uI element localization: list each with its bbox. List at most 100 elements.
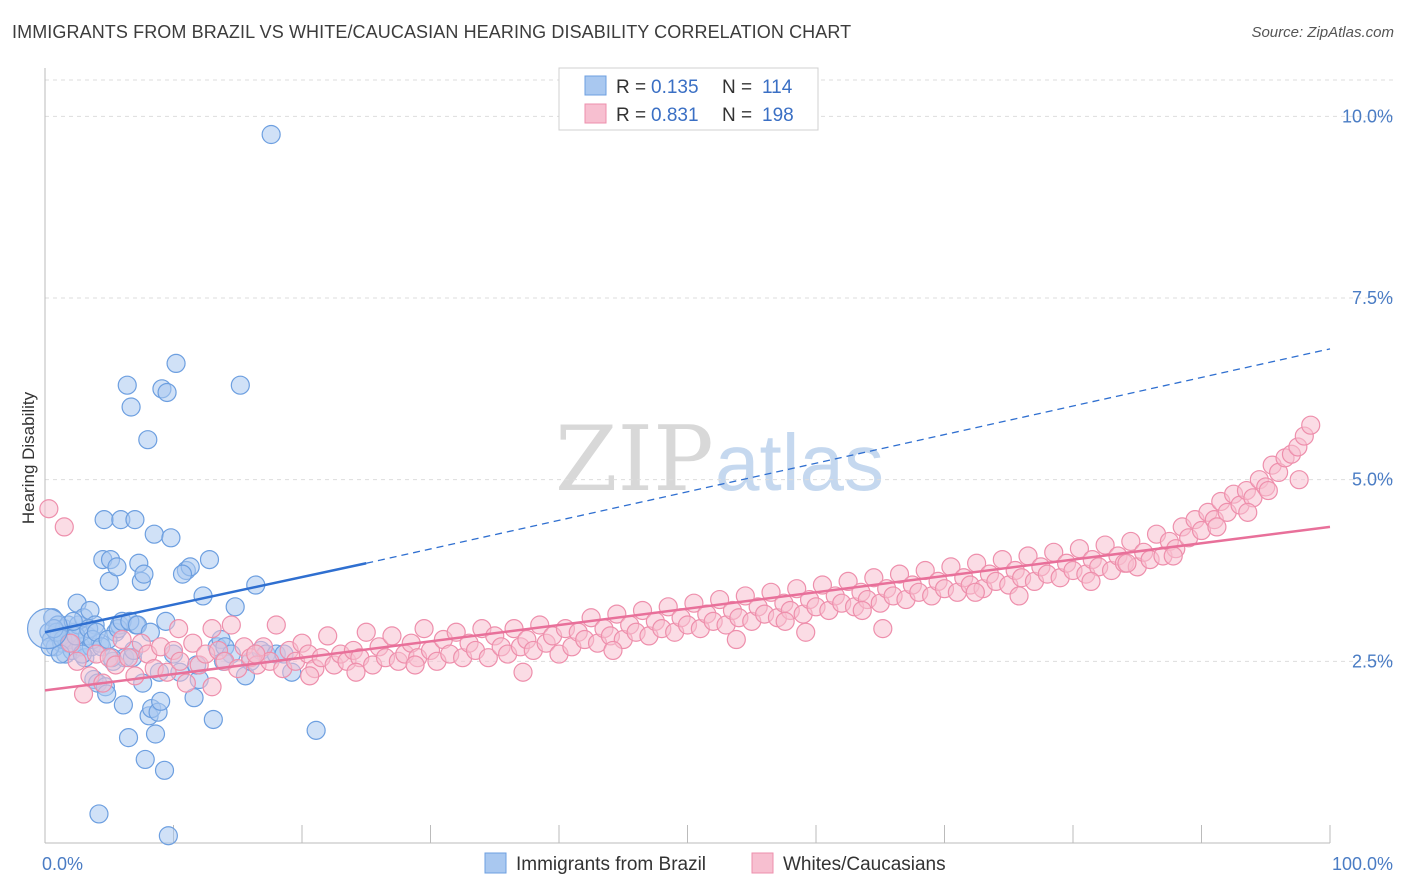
axes [44,68,1331,844]
data-point [513,662,533,682]
data-point [1301,415,1321,435]
data-point [225,597,245,617]
data-point [154,760,175,780]
trend-lines [44,348,1331,692]
data-point [382,626,402,646]
trend-line-brazil-solid [44,562,367,634]
legend-r-value-1: 0.135 [651,77,699,98]
series-points [26,124,1321,846]
data-point [318,626,338,646]
y-tick-label: 5.0% [1352,470,1393,490]
y-axis-label: Hearing Disability [19,391,38,524]
data-point [170,651,190,671]
trend-line-whites [44,525,1331,692]
data-point [852,600,872,621]
bottom-legend-label-whites: Whites/Caucasians [783,854,946,875]
legend-n-value-1: 114 [762,77,793,98]
data-point [158,826,178,846]
data-point [889,564,910,584]
x-tick-labels: 0.0% 100.0% [42,854,1393,874]
x-tick-label-end: 100.0% [1332,854,1393,874]
data-point [1121,531,1141,552]
data-point [67,651,87,671]
y-tick-label: 2.5% [1352,651,1393,671]
data-point [135,749,155,770]
data-point [1258,480,1278,501]
data-point [157,662,177,682]
data-point [121,397,141,417]
data-point [603,640,623,661]
data-point [405,655,425,675]
data-point [202,677,222,697]
series-brazil [39,124,326,846]
legend-swatch-blue [584,75,607,96]
data-point [1207,517,1227,537]
data-point [530,615,550,635]
data-point [94,510,114,530]
x-tick-label-start: 0.0% [42,854,83,874]
data-point [838,571,858,592]
bottom-legend: Immigrants from Brazil Whites/Caucasians [484,852,946,875]
data-point [478,648,498,668]
data-point [261,124,281,145]
data-point [1163,546,1183,566]
source-label: Source: ZipAtlas.com [1251,24,1394,41]
data-point [138,430,158,450]
data-point [134,564,154,584]
data-point [1289,470,1309,490]
data-point [1081,571,1101,592]
data-point [125,510,145,530]
legend-box: R = 0.135 N = 114 R = 0.831 N = 198 [558,67,819,131]
data-point [151,691,171,711]
data-point [144,524,164,544]
data-point [118,728,139,748]
data-point [199,549,220,570]
data-point [775,611,795,631]
data-point [300,666,320,686]
data-point [169,619,189,639]
data-point [356,622,376,642]
data-point [1117,553,1137,573]
data-point [112,629,132,650]
data-point [1095,535,1115,555]
watermark-atlas: atlas [715,418,884,507]
data-point [726,629,746,650]
data-point [1238,502,1258,522]
bottom-legend-swatch-whites [751,852,774,874]
data-point [54,517,74,537]
data-point [117,375,137,395]
data-point [230,375,250,395]
data-point [202,619,222,639]
data-point [796,622,816,642]
bottom-legend-swatch-brazil [484,852,507,874]
data-point [266,615,286,635]
data-point [812,575,833,595]
legend-r-value-2: 0.831 [651,105,699,126]
data-point [306,720,326,740]
data-point [73,684,94,704]
bottom-legend-label-brazil: Immigrants from Brazil [516,854,706,875]
data-point [873,619,893,639]
data-point [1009,586,1029,606]
data-point [161,528,181,548]
data-point [125,666,145,686]
data-point [864,568,884,588]
gridlines [45,79,1393,662]
data-point [246,644,266,664]
data-point [39,499,59,519]
legend-r-label-1: R = [616,77,646,98]
legend-swatch-pink [584,103,607,124]
legend-n-value-2: 198 [762,105,794,126]
y-tick-label: 7.5% [1352,288,1393,308]
y-tick-label: 10.0% [1342,106,1393,126]
data-point [157,382,177,403]
data-point [113,695,133,715]
data-point [414,619,434,639]
y-tick-labels: 2.5% 5.0% 7.5% 10.0% [1342,106,1393,671]
data-point [203,709,223,730]
data-point [166,353,186,373]
trend-line-brazil-dashed [366,348,1331,564]
data-point [172,564,193,584]
series-whites [39,415,1321,704]
